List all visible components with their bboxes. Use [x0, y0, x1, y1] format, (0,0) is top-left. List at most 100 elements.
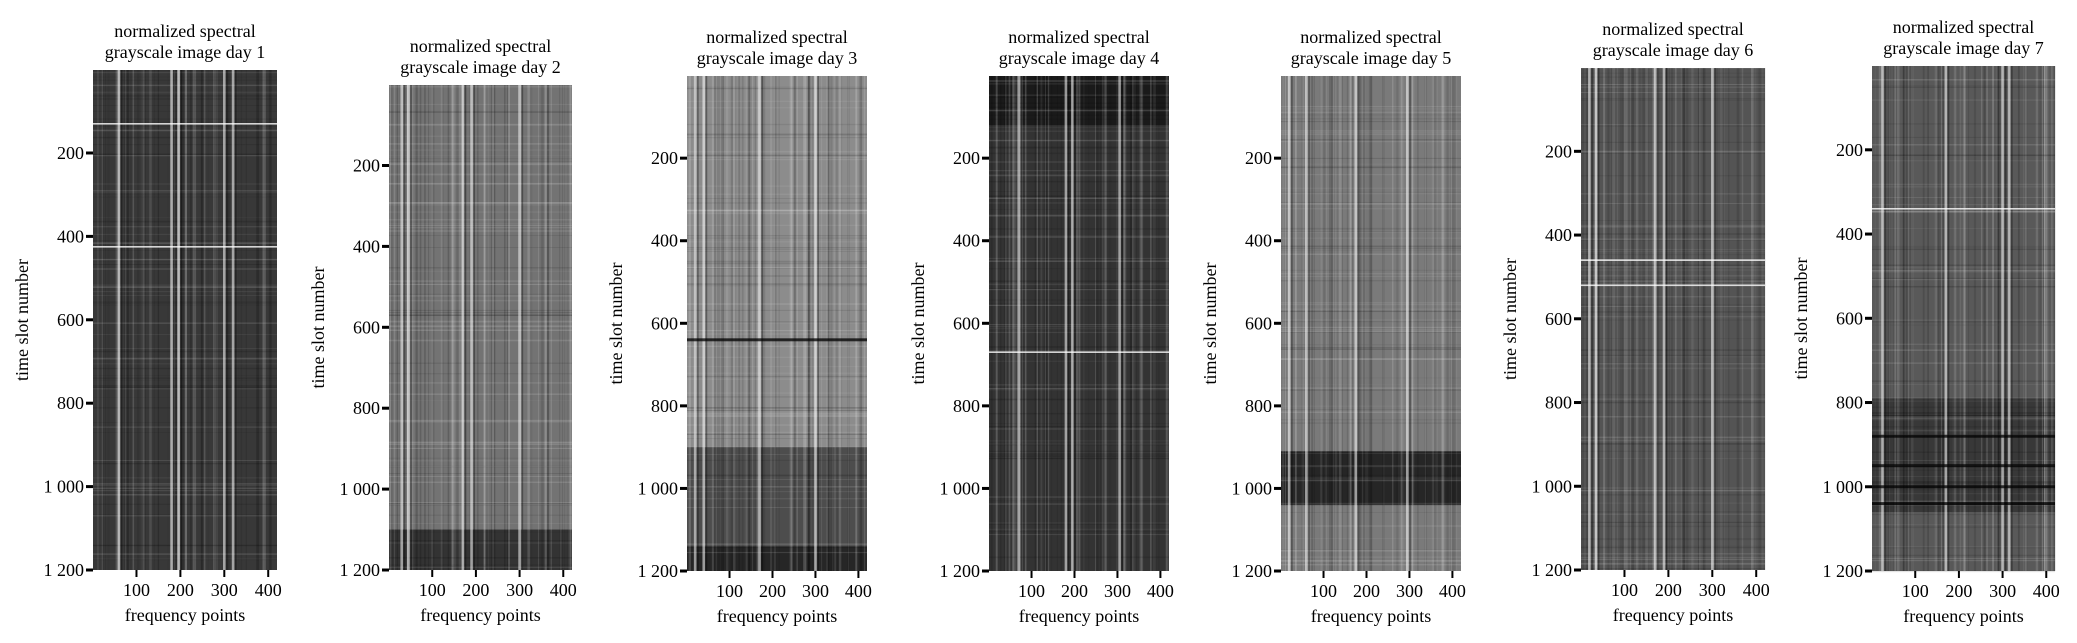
y-tick-label: 800	[1836, 393, 1863, 413]
texture-row	[93, 191, 277, 193]
texture-row	[93, 126, 277, 127]
texture-column	[715, 76, 718, 571]
texture-row	[93, 70, 277, 72]
texture-column	[796, 76, 798, 571]
bright-column	[177, 70, 180, 570]
texture-row	[989, 350, 1169, 352]
texture-row	[1281, 118, 1461, 120]
texture-column	[191, 70, 195, 570]
heatmap-band	[389, 529, 572, 570]
texture-row	[1281, 347, 1461, 349]
texture-column	[149, 70, 152, 570]
texture-column	[562, 85, 563, 570]
y-tick-label: 400	[57, 226, 84, 246]
texture-row	[93, 264, 277, 265]
texture-row	[1581, 521, 1765, 523]
texture-column	[1936, 66, 1940, 571]
texture-row	[989, 114, 1169, 116]
texture-row	[1281, 405, 1461, 407]
y-tick-label: 1 000	[1823, 477, 1864, 497]
texture-column	[734, 76, 737, 571]
y-tick-label: 600	[1545, 309, 1572, 329]
texture-row	[1281, 344, 1461, 346]
texture-row	[93, 71, 277, 74]
texture-column	[1076, 76, 1078, 571]
texture-row	[989, 80, 1169, 83]
texture-row	[1872, 380, 2055, 382]
texture-row	[1281, 249, 1461, 251]
texture-column	[1942, 66, 1945, 571]
texture-row	[389, 309, 572, 311]
texture-column	[430, 85, 434, 570]
texture-column	[1902, 66, 1903, 571]
texture-row	[989, 280, 1169, 282]
texture-row	[93, 79, 277, 81]
texture-row	[687, 543, 867, 545]
texture-column	[224, 70, 227, 570]
texture-column	[1102, 76, 1105, 571]
texture-row	[389, 149, 572, 151]
texture-row	[1281, 564, 1461, 566]
texture-column	[1424, 76, 1426, 571]
texture-column	[1019, 76, 1023, 571]
texture-row	[687, 123, 867, 126]
texture-row	[93, 385, 277, 387]
panel-title-line: grayscale image day 7	[1883, 38, 2043, 58]
texture-row	[1281, 203, 1461, 205]
texture-row	[687, 262, 867, 265]
texture-column	[1129, 76, 1132, 571]
texture-column	[1692, 68, 1694, 570]
texture-column	[1434, 76, 1437, 571]
bright-column	[814, 76, 817, 571]
texture-row	[93, 268, 277, 270]
texture-row	[93, 76, 277, 78]
dark-column-edge	[1357, 76, 1360, 571]
texture-row	[1872, 415, 2055, 416]
texture-column	[1907, 66, 1909, 571]
texture-column	[859, 76, 863, 571]
texture-row	[1581, 502, 1765, 504]
texture-column	[559, 85, 562, 570]
bright-column	[406, 85, 410, 570]
texture-row	[687, 156, 867, 158]
texture-row	[1581, 224, 1765, 226]
texture-row	[389, 339, 572, 342]
texture-row	[989, 180, 1169, 183]
texture-column	[1365, 76, 1369, 571]
texture-row	[1281, 114, 1461, 116]
x-axis-label: frequency points	[717, 606, 837, 626]
texture-column	[1968, 66, 1970, 571]
texture-column	[778, 76, 780, 571]
texture-column	[995, 76, 998, 571]
texture-column	[1363, 76, 1366, 571]
texture-row	[389, 161, 572, 162]
texture-row	[687, 474, 867, 477]
texture-column	[200, 70, 203, 570]
texture-row	[989, 523, 1169, 525]
bright-column	[231, 70, 235, 570]
texture-row	[1872, 493, 2055, 495]
texture-row	[389, 421, 572, 423]
texture-column	[1060, 76, 1063, 571]
texture-row	[1581, 338, 1765, 339]
texture-column	[183, 70, 186, 570]
texture-row	[389, 393, 572, 395]
texture-row	[389, 293, 572, 296]
texture-row	[1872, 99, 2055, 100]
texture-column	[1754, 68, 1756, 570]
texture-row	[93, 110, 277, 112]
texture-row	[1872, 397, 2055, 399]
dark-row	[1872, 485, 2055, 489]
texture-column	[569, 85, 572, 570]
texture-column	[104, 70, 107, 570]
texture-row	[389, 173, 572, 176]
texture-column	[391, 85, 394, 570]
texture-column	[855, 76, 857, 571]
x-axis-label: frequency points	[1613, 605, 1733, 625]
texture-column	[1013, 76, 1016, 571]
spectral-heatmap	[1581, 68, 1766, 570]
texture-column	[1664, 68, 1667, 570]
texture-row	[1872, 514, 2055, 516]
texture-row	[389, 211, 572, 213]
x-tick-label: 200	[1353, 581, 1380, 601]
